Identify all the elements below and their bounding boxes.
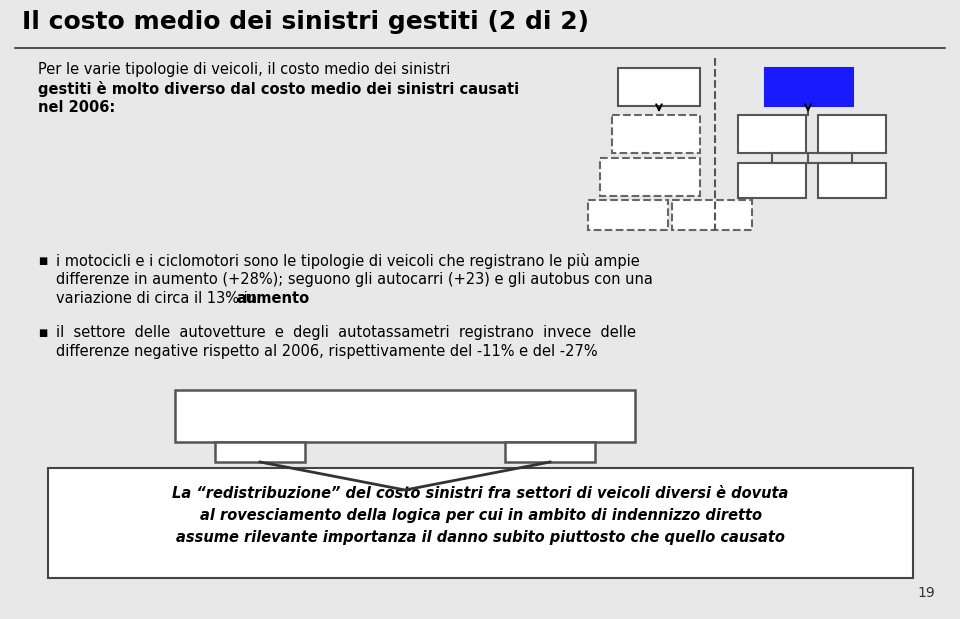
Text: differenze negative rispetto al 2006, rispettivamente del -11% e del -27%: differenze negative rispetto al 2006, ri…	[56, 344, 598, 359]
Bar	[672, 200, 752, 230]
Bar	[612, 115, 700, 153]
Text: assume rilevante importanza il danno subito piuttosto che quello causato: assume rilevante importanza il danno sub…	[176, 530, 785, 545]
Text: Il costo medio dei sinistri gestiti (2 di 2): Il costo medio dei sinistri gestiti (2 d…	[22, 10, 589, 34]
Text: ■: ■	[38, 256, 47, 266]
Text: variazione di circa il 13% in: variazione di circa il 13% in	[56, 291, 262, 306]
Bar	[738, 163, 806, 198]
Bar	[48, 468, 913, 578]
Bar	[818, 163, 886, 198]
Text: nel 2006:: nel 2006:	[38, 100, 115, 115]
Bar	[818, 115, 886, 153]
Bar	[588, 200, 668, 230]
Text: aumento: aumento	[236, 291, 309, 306]
Text: al rovesciamento della logica per cui in ambito di indennizzo diretto: al rovesciamento della logica per cui in…	[200, 508, 761, 523]
Bar	[738, 115, 806, 153]
Bar	[765, 68, 853, 106]
Bar	[215, 442, 305, 462]
Text: differenze in aumento (+28%); seguono gli autocarri (+23) e gli autobus con una: differenze in aumento (+28%); seguono gl…	[56, 272, 653, 287]
Bar	[175, 390, 635, 442]
Text: Per le varie tipologie di veicoli, il costo medio dei sinistri: Per le varie tipologie di veicoli, il co…	[38, 62, 450, 77]
Text: gestiti è molto diverso dal costo medio dei sinistri causati: gestiti è molto diverso dal costo medio …	[38, 81, 519, 97]
Text: 19: 19	[917, 586, 935, 600]
Bar	[600, 158, 700, 196]
Text: ■: ■	[38, 328, 47, 338]
Text: il  settore  delle  autovetture  e  degli  autotassametri  registrano  invece  d: il settore delle autovetture e degli aut…	[56, 325, 636, 340]
Bar	[618, 68, 700, 106]
Bar	[505, 442, 595, 462]
Text: La “redistribuzione” del costo sinistri fra settori di veicoli diversi è dovuta: La “redistribuzione” del costo sinistri …	[172, 486, 789, 501]
Text: i motocicli e i ciclomotori sono le tipologie di veicoli che registrano le più a: i motocicli e i ciclomotori sono le tipo…	[56, 253, 639, 269]
